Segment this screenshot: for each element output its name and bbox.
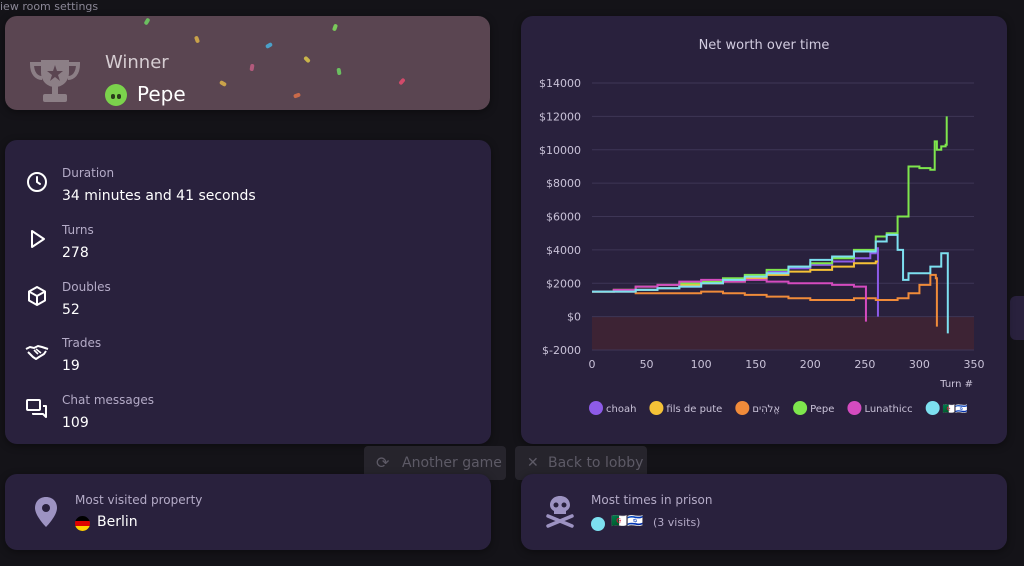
prison-visits: (3 visits) bbox=[653, 516, 701, 529]
stat-value: 109 bbox=[62, 415, 89, 431]
confetti bbox=[193, 35, 201, 44]
handshake-icon bbox=[25, 344, 49, 360]
series-line bbox=[592, 233, 949, 334]
series-line bbox=[592, 273, 938, 327]
winner-name: Pepe bbox=[137, 82, 186, 106]
stat-doubles: Doubles 52 bbox=[5, 262, 485, 318]
play-icon bbox=[31, 230, 45, 248]
chart-title: Net worth over time bbox=[698, 38, 830, 53]
y-tick-label: $14000 bbox=[539, 77, 581, 90]
stat-chat-messages: Chat messages 109 bbox=[5, 375, 485, 431]
legend-marker bbox=[847, 401, 862, 415]
legend-label: choah bbox=[606, 404, 636, 415]
side-panel-edge bbox=[1010, 296, 1024, 340]
x-tick-label: 200 bbox=[800, 358, 821, 371]
series-line bbox=[592, 278, 867, 322]
legend-label: Lunathicc bbox=[864, 404, 912, 415]
x-tick-label: 300 bbox=[909, 358, 930, 371]
net-worth-chart: $-2000 $0 $2000 $4000 $6000 $8000 $10000 $12000… bbox=[539, 77, 985, 415]
y-tick-label: $-2000 bbox=[542, 344, 581, 357]
prison-player-name: 🇩🇿🇮🇱 bbox=[611, 514, 644, 529]
player-avatar bbox=[591, 517, 605, 531]
most-times-in-prison-card: Most times in prison 🇩🇿🇮🇱 (3 visits) bbox=[521, 474, 1007, 550]
x-tick-label: 250 bbox=[854, 358, 875, 371]
back-to-lobby-label: Back to lobby bbox=[548, 455, 644, 471]
legend-label: fils de pute bbox=[666, 404, 722, 415]
legend-label: אֱלֹהִים bbox=[752, 404, 780, 415]
legend-marker bbox=[589, 401, 603, 415]
series-line bbox=[592, 116, 948, 293]
confetti bbox=[218, 80, 228, 87]
x-tick-label: 350 bbox=[964, 358, 985, 371]
legend-marker bbox=[925, 401, 940, 415]
winner-avatar bbox=[105, 84, 127, 106]
stat-label: Doubles bbox=[62, 280, 111, 294]
stat-value: 34 minutes and 41 seconds bbox=[62, 188, 256, 204]
germany-flag-icon bbox=[75, 516, 90, 531]
stat-turns: Turns 278 bbox=[5, 205, 485, 261]
another-game-label: Another game bbox=[402, 455, 502, 471]
negative-area bbox=[592, 316, 974, 350]
room-settings-link[interactable]: iew room settings bbox=[0, 0, 99, 13]
stat-label: Trades bbox=[62, 336, 102, 350]
y-tick-label: $2000 bbox=[546, 277, 581, 290]
prison-label: Most times in prison bbox=[591, 493, 713, 507]
net-worth-chart-card: Net worth over time $-2000 $0 $2000 $4000 $6… bbox=[521, 16, 1007, 444]
confetti bbox=[143, 17, 151, 26]
y-tick-label: $8000 bbox=[546, 177, 581, 190]
close-icon: ✕ bbox=[527, 455, 539, 471]
clock-icon bbox=[27, 172, 47, 192]
legend-marker bbox=[793, 401, 808, 415]
stat-label: Chat messages bbox=[62, 393, 155, 407]
y-tick-label: $12000 bbox=[539, 110, 581, 123]
winner-label: Winner bbox=[105, 52, 169, 73]
stat-duration: Duration 34 minutes and 41 seconds bbox=[5, 148, 485, 204]
confetti bbox=[293, 92, 301, 99]
stat-label: Duration bbox=[62, 166, 115, 180]
stat-trades: Trades 19 bbox=[5, 318, 485, 374]
y-tick-label: $6000 bbox=[546, 211, 581, 224]
x-tick-label: 100 bbox=[691, 358, 712, 371]
legend-marker bbox=[649, 401, 664, 415]
legend-marker bbox=[735, 401, 750, 415]
map-pin-icon bbox=[35, 497, 57, 527]
legend-label: 🇩🇿🇮🇱 bbox=[943, 403, 968, 415]
legend-label: Pepe bbox=[810, 404, 834, 415]
confetti bbox=[303, 55, 311, 64]
most-visited-property-card: Most visited property Berlin bbox=[5, 474, 491, 550]
cube-icon bbox=[28, 286, 46, 306]
y-tick-label: $10000 bbox=[539, 144, 581, 157]
trophy-icon bbox=[29, 60, 81, 102]
x-tick-label: 50 bbox=[640, 358, 654, 371]
game-stats-card: Duration 34 minutes and 41 seconds Turns… bbox=[5, 140, 491, 444]
confetti bbox=[336, 67, 342, 76]
stat-value: 52 bbox=[62, 302, 80, 318]
confetti bbox=[398, 77, 406, 86]
y-tick-label: $4000 bbox=[546, 244, 581, 257]
stat-value: 278 bbox=[62, 245, 89, 261]
x-tick-label: 0 bbox=[589, 358, 596, 371]
chat-icon bbox=[26, 399, 47, 418]
refresh-icon: ⟳ bbox=[376, 453, 390, 472]
winner-card: Winner Pepe bbox=[5, 16, 490, 110]
x-tick-label: 150 bbox=[745, 358, 766, 371]
x-axis-label: Turn # bbox=[939, 379, 973, 390]
confetti bbox=[331, 23, 339, 32]
stat-label: Turns bbox=[62, 223, 94, 237]
confetti bbox=[249, 63, 255, 72]
most-visited-value: Berlin bbox=[97, 514, 138, 530]
confetti bbox=[264, 42, 274, 49]
skull-crossbones-icon bbox=[546, 496, 574, 528]
y-tick-label: $0 bbox=[567, 311, 581, 324]
stat-value: 19 bbox=[62, 358, 80, 374]
most-visited-label: Most visited property bbox=[75, 493, 203, 507]
